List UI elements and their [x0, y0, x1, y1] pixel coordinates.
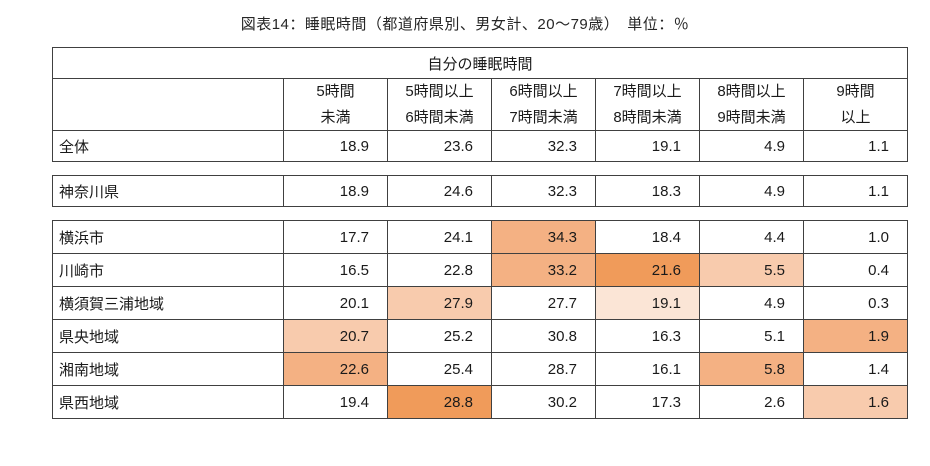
value-cell: 16.3 — [595, 319, 700, 353]
value-cell: 16.1 — [595, 352, 700, 386]
row-label: 横浜市 — [52, 220, 284, 254]
value-cell: 1.0 — [803, 220, 908, 254]
value-cell: 27.7 — [491, 286, 596, 320]
value-cell: 28.7 — [491, 352, 596, 386]
value-cell: 4.9 — [699, 286, 804, 320]
table-row: 横浜市 17.7 24.1 34.3 18.4 4.4 1.0 — [52, 220, 908, 254]
value-cell: 19.1 — [595, 286, 700, 320]
value-cell: 1.4 — [803, 352, 908, 386]
value-cell: 24.6 — [387, 175, 492, 207]
sleep-table-regions-block: 横浜市 17.7 24.1 34.3 18.4 4.4 1.0 川崎市 16.5 22.8 33.2… — [52, 220, 908, 419]
value-cell: 30.2 — [491, 385, 596, 419]
value-cell: 19.1 — [595, 130, 700, 162]
sleep-table-prefecture-block: 神奈川県 18.9 24.6 32.3 18.3 4.9 1.1 — [52, 175, 908, 207]
row-label: 神奈川県 — [52, 175, 284, 207]
column-header-9h-plus: 9時間 以上 — [803, 78, 908, 131]
value-cell: 5.8 — [699, 352, 804, 386]
value-cell: 17.3 — [595, 385, 700, 419]
sleep-table-header-block: 自分の睡眠時間 5時間 未満 5時間以上 6時間未満 6時間以上 7時間未満 7… — [52, 47, 908, 162]
table-row: 神奈川県 18.9 24.6 32.3 18.3 4.9 1.1 — [52, 175, 908, 207]
column-header-row: 5時間 未満 5時間以上 6時間未満 6時間以上 7時間未満 7時間以上 8時間… — [52, 78, 908, 131]
column-header-7to8h: 7時間以上 8時間未満 — [595, 78, 700, 131]
group-header-cell: 自分の睡眠時間 — [52, 47, 908, 79]
value-cell: 18.9 — [283, 130, 388, 162]
section-gap — [52, 207, 908, 220]
value-cell: 1.9 — [803, 319, 908, 353]
value-cell: 34.3 — [491, 220, 596, 254]
group-header-row: 自分の睡眠時間 — [52, 47, 908, 79]
column-header-5to6h: 5時間以上 6時間未満 — [387, 78, 492, 131]
value-cell: 22.8 — [387, 253, 492, 287]
value-cell: 18.4 — [595, 220, 700, 254]
value-cell: 18.3 — [595, 175, 700, 207]
value-cell: 32.3 — [491, 130, 596, 162]
value-cell: 1.6 — [803, 385, 908, 419]
table-row: 湘南地域 22.6 25.4 28.7 16.1 5.8 1.4 — [52, 352, 908, 386]
value-cell: 4.9 — [699, 175, 804, 207]
row-label: 全体 — [52, 130, 284, 162]
column-header-6to7h: 6時間以上 7時間未満 — [491, 78, 596, 131]
section-gap — [52, 162, 908, 175]
table-row: 川崎市 16.5 22.8 33.2 21.6 5.5 0.4 — [52, 253, 908, 287]
value-cell: 33.2 — [491, 253, 596, 287]
value-cell: 4.9 — [699, 130, 804, 162]
column-header-8to9h: 8時間以上 9時間未満 — [699, 78, 804, 131]
row-label: 県央地域 — [52, 319, 284, 353]
page-title: 図表14：睡眠時間（都道府県別、男女計、20〜79歳） 単位：％ — [240, 16, 690, 33]
value-cell: 20.7 — [283, 319, 388, 353]
value-cell: 20.1 — [283, 286, 388, 320]
value-cell: 32.3 — [491, 175, 596, 207]
value-cell: 17.7 — [283, 220, 388, 254]
value-cell: 5.1 — [699, 319, 804, 353]
value-cell: 18.9 — [283, 175, 388, 207]
value-cell: 4.4 — [699, 220, 804, 254]
value-cell: 25.2 — [387, 319, 492, 353]
row-label: 川崎市 — [52, 253, 284, 287]
value-cell: 27.9 — [387, 286, 492, 320]
value-cell: 22.6 — [283, 352, 388, 386]
value-cell: 1.1 — [803, 130, 908, 162]
value-cell: 25.4 — [387, 352, 492, 386]
table-wrap: 自分の睡眠時間 5時間 未満 5時間以上 6時間未満 6時間以上 7時間未満 7… — [52, 47, 908, 419]
corner-empty-cell — [52, 78, 284, 131]
value-cell: 5.5 — [699, 253, 804, 287]
value-cell: 21.6 — [595, 253, 700, 287]
value-cell: 24.1 — [387, 220, 492, 254]
table-row: 横須賀三浦地域 20.1 27.9 27.7 19.1 4.9 0.3 — [52, 286, 908, 320]
row-label: 県西地域 — [52, 385, 284, 419]
value-cell: 16.5 — [283, 253, 388, 287]
row-label: 湘南地域 — [52, 352, 284, 386]
value-cell: 23.6 — [387, 130, 492, 162]
row-label: 横須賀三浦地域 — [52, 286, 284, 320]
table-row: 県央地域 20.7 25.2 30.8 16.3 5.1 1.9 — [52, 319, 908, 353]
column-header-under5h: 5時間 未満 — [283, 78, 388, 131]
value-cell: 0.3 — [803, 286, 908, 320]
table-row: 全体 18.9 23.6 32.3 19.1 4.9 1.1 — [52, 130, 908, 162]
value-cell: 0.4 — [803, 253, 908, 287]
table-row: 県西地域 19.4 28.8 30.2 17.3 2.6 1.6 — [52, 385, 908, 419]
value-cell: 1.1 — [803, 175, 908, 207]
value-cell: 30.8 — [491, 319, 596, 353]
value-cell: 28.8 — [387, 385, 492, 419]
value-cell: 2.6 — [699, 385, 804, 419]
value-cell: 19.4 — [283, 385, 388, 419]
